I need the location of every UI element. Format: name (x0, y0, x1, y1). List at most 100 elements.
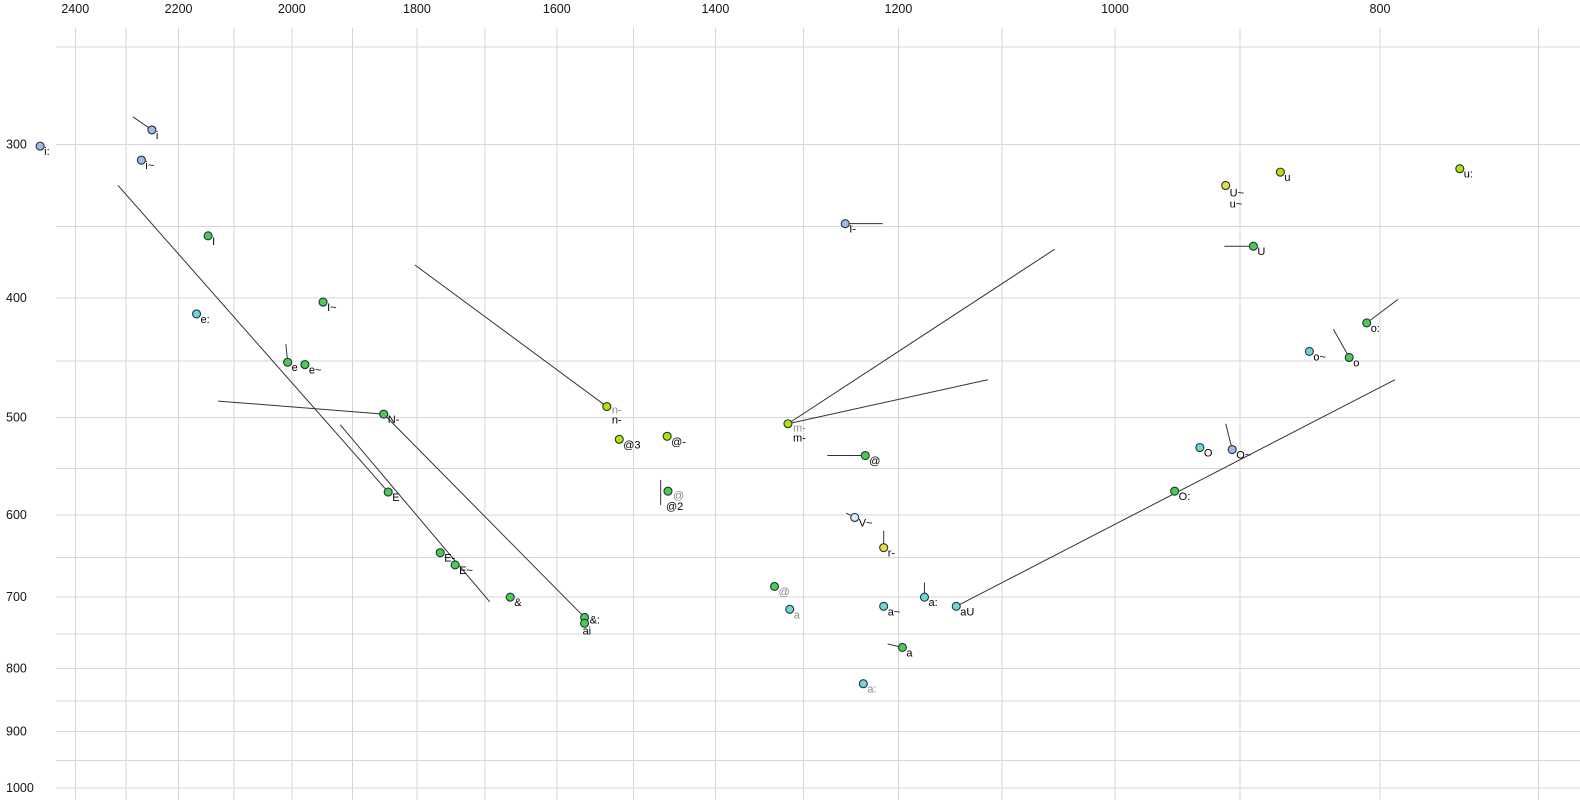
vowel-point-label: I~ (327, 302, 336, 314)
vowel-point (785, 604, 795, 614)
vowel-point-label: & (514, 597, 522, 609)
vowel-point-label: n- (612, 405, 622, 417)
vowel-point (951, 601, 961, 611)
y-tick-label: 900 (6, 725, 27, 739)
vowel-point (1170, 486, 1180, 496)
vowel-point-label: @3 (623, 439, 640, 451)
y-tick-label: 700 (6, 590, 27, 604)
vowel-point (379, 409, 389, 419)
gridlines (56, 28, 1580, 800)
vowel-point-label: @ (869, 456, 880, 468)
vowel-point (602, 402, 612, 412)
vowel-point-label: a: (867, 684, 876, 696)
vowel-point-label: ai (583, 625, 592, 637)
y-axis-tick-labels: 300 400 500 600 700 800 900 1000 (6, 137, 34, 795)
vowel-point (450, 560, 460, 570)
y-tick-label: 400 (6, 291, 27, 305)
vowel-point (1362, 318, 1372, 328)
vowel-point-label: o: (1371, 323, 1380, 335)
vowel-point-label: a~ (888, 606, 901, 618)
trajectory-lines (117, 116, 1399, 648)
y-tick-label: 800 (6, 662, 27, 676)
x-tick-label: 1200 (885, 2, 913, 16)
vowel-point-label: @2 (666, 501, 683, 513)
vowel-point-label: E~ (459, 565, 473, 577)
vowel-point (35, 141, 45, 151)
x-tick-label: 800 (1370, 2, 1391, 16)
vowel-point (1221, 180, 1231, 191)
vowel-point-label: E (392, 492, 399, 504)
x-tick-label: 1400 (701, 2, 729, 16)
vowel-point (879, 543, 889, 553)
vowel-point-label: E- (444, 553, 455, 565)
vowel-point-label: i~ (145, 160, 154, 172)
vowel-point-label: e~ (309, 365, 322, 377)
vowel-point (580, 618, 590, 628)
vowel-point-label: a (906, 647, 913, 659)
trajectory-line (339, 424, 491, 603)
vowel-point (662, 431, 672, 441)
x-axis-tick-labels: 2400 2200 2000 1800 1600 1400 1200 1000 800 (61, 2, 1390, 16)
vowel-point (318, 297, 328, 307)
x-tick-label: 2400 (61, 2, 89, 16)
vowel-point (879, 601, 889, 611)
y-tick-label: 300 (6, 137, 27, 151)
vowel-point (858, 679, 868, 689)
vowel-point (1304, 346, 1314, 357)
vowel-point (919, 592, 930, 602)
data-points: i:ii~Ie:I~e e~N-n-n-@3 @-@@2m-m-I-@V~r-@a a… (35, 125, 1473, 696)
vowel-point-label: &: (590, 614, 600, 626)
vowel-point-label: a (794, 609, 801, 621)
trajectory-line (383, 413, 585, 618)
vowel-point-label: a: (928, 597, 937, 609)
vowel-point (203, 231, 213, 241)
vowel-point (769, 581, 780, 591)
vowel-point-label: e: (201, 314, 210, 326)
vowel-point-label: I- (849, 224, 856, 236)
vowel-point (147, 125, 157, 135)
vowel-point (1344, 352, 1354, 363)
y-tick-label: 500 (6, 410, 27, 424)
vowel-point (300, 360, 310, 370)
vowel-point-label: u (1284, 172, 1290, 184)
vowel-point (435, 548, 445, 558)
vowel-point (1227, 444, 1237, 455)
trajectory-line (117, 185, 389, 493)
vowel-point (383, 487, 393, 497)
vowel-point (860, 450, 870, 461)
x-tick-label: 1000 (1101, 2, 1129, 16)
vowel-point (136, 155, 146, 165)
vowel-point-label: U (1257, 246, 1265, 258)
x-tick-label: 1600 (543, 2, 571, 16)
vowel-point (1195, 442, 1205, 453)
vowel-point-label: I (212, 236, 215, 248)
vowel-point (505, 592, 515, 602)
y-tick-label: 1000 (6, 781, 34, 795)
vowel-point-label: u: (1464, 169, 1473, 181)
trajectory-line (787, 248, 1056, 425)
trajectory-line (787, 379, 988, 425)
vowel-point-label: m- (793, 433, 806, 445)
trajectory-line (218, 400, 384, 415)
vowel-point (840, 219, 850, 229)
y-tick-label: 600 (6, 508, 27, 522)
trajectory-line (1332, 329, 1350, 358)
trajectory-line (414, 264, 608, 407)
vowel-point-label: r- (888, 548, 896, 560)
x-tick-label: 2000 (278, 2, 306, 16)
x-tick-label: 1800 (403, 2, 431, 16)
x-tick-label: 2200 (165, 2, 193, 16)
trajectory-line (1366, 299, 1399, 324)
vowel-point-label: o~ (1313, 351, 1326, 363)
vowel-point-label: @ (673, 490, 684, 502)
vowel-point (783, 419, 793, 429)
vowel-point (663, 486, 673, 496)
vowel-point (897, 642, 907, 653)
vowel-point-label: V~ (859, 517, 873, 529)
vowel-point (191, 309, 202, 319)
vowel-point (850, 512, 860, 523)
vowel-point (1455, 164, 1465, 174)
vowel-point-label: N- (388, 414, 400, 426)
